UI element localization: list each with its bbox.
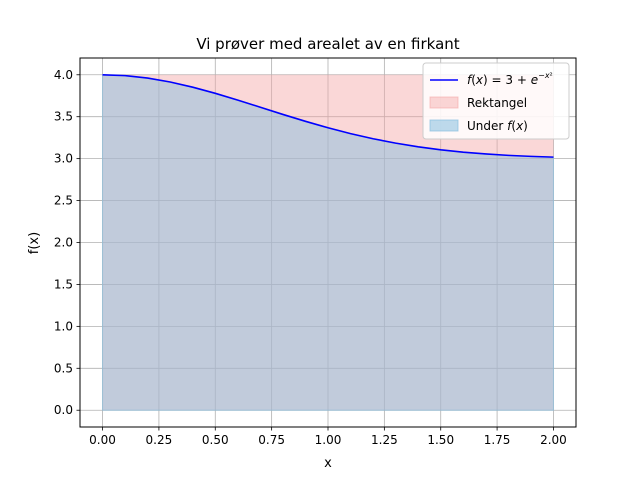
y-tick-label: 1.0 xyxy=(54,319,73,333)
x-tick-label: 0.75 xyxy=(258,433,285,447)
x-tick-label: 1.50 xyxy=(427,433,454,447)
legend-box xyxy=(422,62,570,140)
x-tick-label: 1.25 xyxy=(371,433,398,447)
series-lines xyxy=(102,73,554,158)
x-axis-label: x xyxy=(324,456,332,471)
y-axis-label: f(x) xyxy=(27,232,42,254)
y-tick-label: 0.5 xyxy=(54,361,73,375)
ticks: 0.00 0.25 0.50 0.75 1.00 1.25 1.50 1.75 2.00 0.0 0… xyxy=(54,68,567,447)
y-tick-label: 4.0 xyxy=(54,68,73,82)
x-tick-label: 0.50 xyxy=(202,433,229,447)
legend-label-function: f(x) = 3 + e−x² xyxy=(467,71,553,87)
legend-swatch-under xyxy=(429,119,459,132)
y-tick-label: 2.5 xyxy=(54,194,73,208)
legend-label-under: Under f(x) xyxy=(467,119,528,133)
y-tick-label: 3.5 xyxy=(54,110,73,124)
legend-label-rectangle: Rektangel xyxy=(467,96,527,110)
chart-title: Vi prøver med arealet av en firkant xyxy=(196,35,459,53)
x-tick-label: 0.25 xyxy=(146,433,173,447)
x-tick-label: 1.75 xyxy=(484,433,511,447)
y-tick-label: 3.0 xyxy=(54,152,73,166)
x-tick-label: 2.00 xyxy=(540,433,567,447)
function-line xyxy=(102,73,554,158)
y-tick-label: 0.0 xyxy=(54,403,73,417)
legend-swatch-rectangle xyxy=(429,96,459,109)
x-tick-label: 0.00 xyxy=(89,433,116,447)
legend: f(x) = 3 + e−x² Rektangel Under f(x) xyxy=(422,62,570,140)
y-tick-label: 2.0 xyxy=(54,236,73,250)
y-tick-label: 1.5 xyxy=(54,277,73,291)
x-tick-label: 1.00 xyxy=(315,433,342,447)
